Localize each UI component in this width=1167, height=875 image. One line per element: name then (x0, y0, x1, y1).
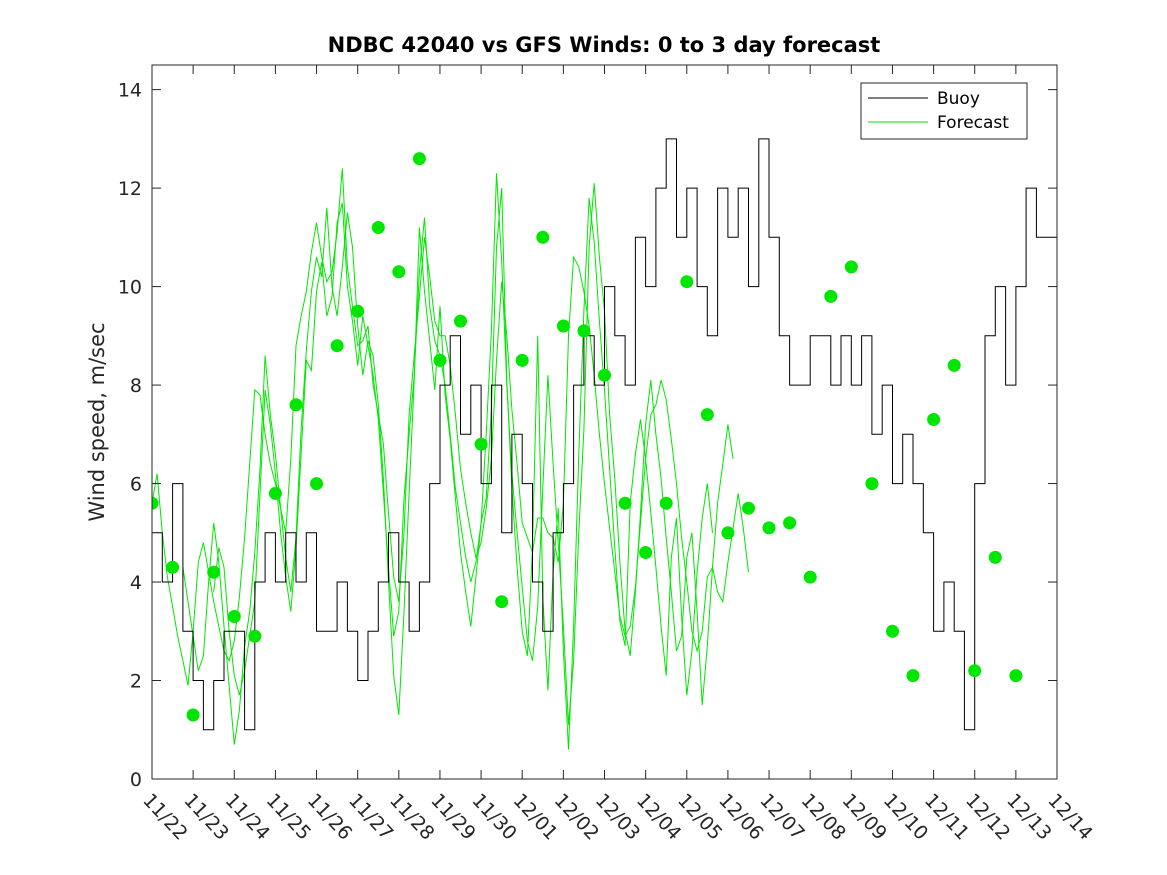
analysis-point (412, 152, 426, 166)
series-layer (152, 138, 1057, 750)
analysis-point (988, 550, 1002, 564)
analysis-point (762, 521, 776, 535)
x-tick-label: 12/03 (591, 789, 644, 844)
x-tick-label: 12/04 (632, 789, 685, 844)
analysis-point (886, 624, 899, 638)
x-tick-label: 12/01 (509, 789, 562, 844)
x-tick-label: 11/30 (467, 789, 520, 844)
x-tick-label: 12/08 (797, 789, 850, 844)
y-tick-label: 8 (130, 375, 142, 397)
analysis-point (392, 265, 406, 279)
analysis-point (186, 708, 200, 722)
analysis-point (639, 546, 653, 559)
x-tick-label: 12/02 (550, 789, 603, 844)
analysis-point (1009, 669, 1023, 683)
analysis-point (454, 314, 467, 328)
analysis-point (865, 477, 879, 491)
analysis-point (577, 324, 591, 338)
x-tick-label: 12/13 (1002, 789, 1055, 844)
analysis-point (351, 304, 365, 318)
x-tick-label: 11/28 (385, 789, 438, 844)
x-tick-label: 11/29 (426, 789, 479, 844)
analysis-point (742, 501, 755, 515)
analysis-point (680, 275, 694, 289)
analysis-point (289, 398, 303, 412)
analysis-point (248, 629, 262, 643)
x-tick-label: 11/24 (221, 789, 274, 844)
analysis-point (803, 570, 817, 584)
plot-frame (151, 64, 1058, 780)
x-tick-label: 12/12 (961, 789, 1014, 844)
y-axis-label: Wind speed, m/sec (85, 322, 109, 521)
analysis-point (721, 526, 735, 540)
forecast-series-line (213, 173, 734, 725)
y-tick-label: 2 (130, 671, 142, 693)
analysis-point (310, 477, 323, 491)
analysis-point (515, 353, 529, 367)
analysis-point (844, 260, 858, 274)
analysis-point (927, 413, 941, 426)
chart-title: NDBC 42040 vs GFS Winds: 0 to 3 day fore… (328, 33, 881, 57)
analysis-point (556, 319, 570, 333)
analysis-point (433, 353, 447, 367)
analysis-point (947, 358, 961, 372)
analysis-point (495, 595, 509, 609)
x-tick-label: 12/06 (714, 789, 767, 844)
legend-box (860, 82, 1028, 140)
y-tick-label: 10 (118, 277, 142, 299)
legend-buoy-label: Buoy (937, 89, 980, 109)
analysis-point (700, 408, 714, 422)
x-tick-label: 12/14 (1043, 789, 1096, 844)
x-tick-label: 12/10 (879, 789, 932, 844)
x-tick-label: 12/09 (838, 789, 891, 844)
x-tick-label: 12/07 (755, 789, 808, 844)
analysis-point (783, 516, 797, 530)
analysis-point (152, 496, 159, 510)
analysis-point (330, 339, 344, 353)
analysis-point (166, 560, 180, 574)
ticks-layer (151, 65, 1058, 780)
analysis-point (968, 664, 982, 678)
y-tick-label: 12 (118, 178, 142, 200)
forecast-series-line (182, 188, 713, 750)
legend: Buoy Forecast (860, 82, 1028, 140)
x-tick-label: 11/23 (179, 789, 232, 844)
x-tick-label: 11/22 (138, 789, 191, 844)
y-tick-label: 6 (130, 474, 142, 496)
y-tick-label: 4 (130, 572, 142, 594)
analysis-point (227, 610, 241, 623)
y-tick-label: 14 (118, 80, 142, 102)
x-tick-label: 11/26 (303, 789, 356, 844)
y-tick-label: 0 (130, 769, 142, 791)
x-tick-labels: 11/2211/2311/2411/2511/2611/2711/2811/29… (138, 789, 1096, 844)
x-tick-label: 12/05 (673, 789, 726, 844)
legend-forecast-label: Forecast (937, 113, 1009, 133)
y-tick-labels: 0 2 4 6 8 10 12 14 (118, 80, 142, 791)
analysis-point (474, 437, 488, 451)
analysis-point (371, 221, 385, 234)
buoy-series-line (152, 138, 1057, 731)
analysis-point (824, 289, 838, 303)
analysis-point (268, 486, 282, 500)
x-tick-label: 12/11 (920, 789, 973, 844)
analysis-point (207, 565, 221, 579)
analysis-point (906, 669, 920, 683)
analysis-point (618, 496, 632, 510)
analysis-point (598, 368, 611, 382)
x-tick-label: 11/25 (262, 789, 315, 844)
analysis-point (536, 230, 550, 244)
x-tick-label: 11/27 (344, 789, 397, 844)
analysis-point (659, 496, 673, 510)
